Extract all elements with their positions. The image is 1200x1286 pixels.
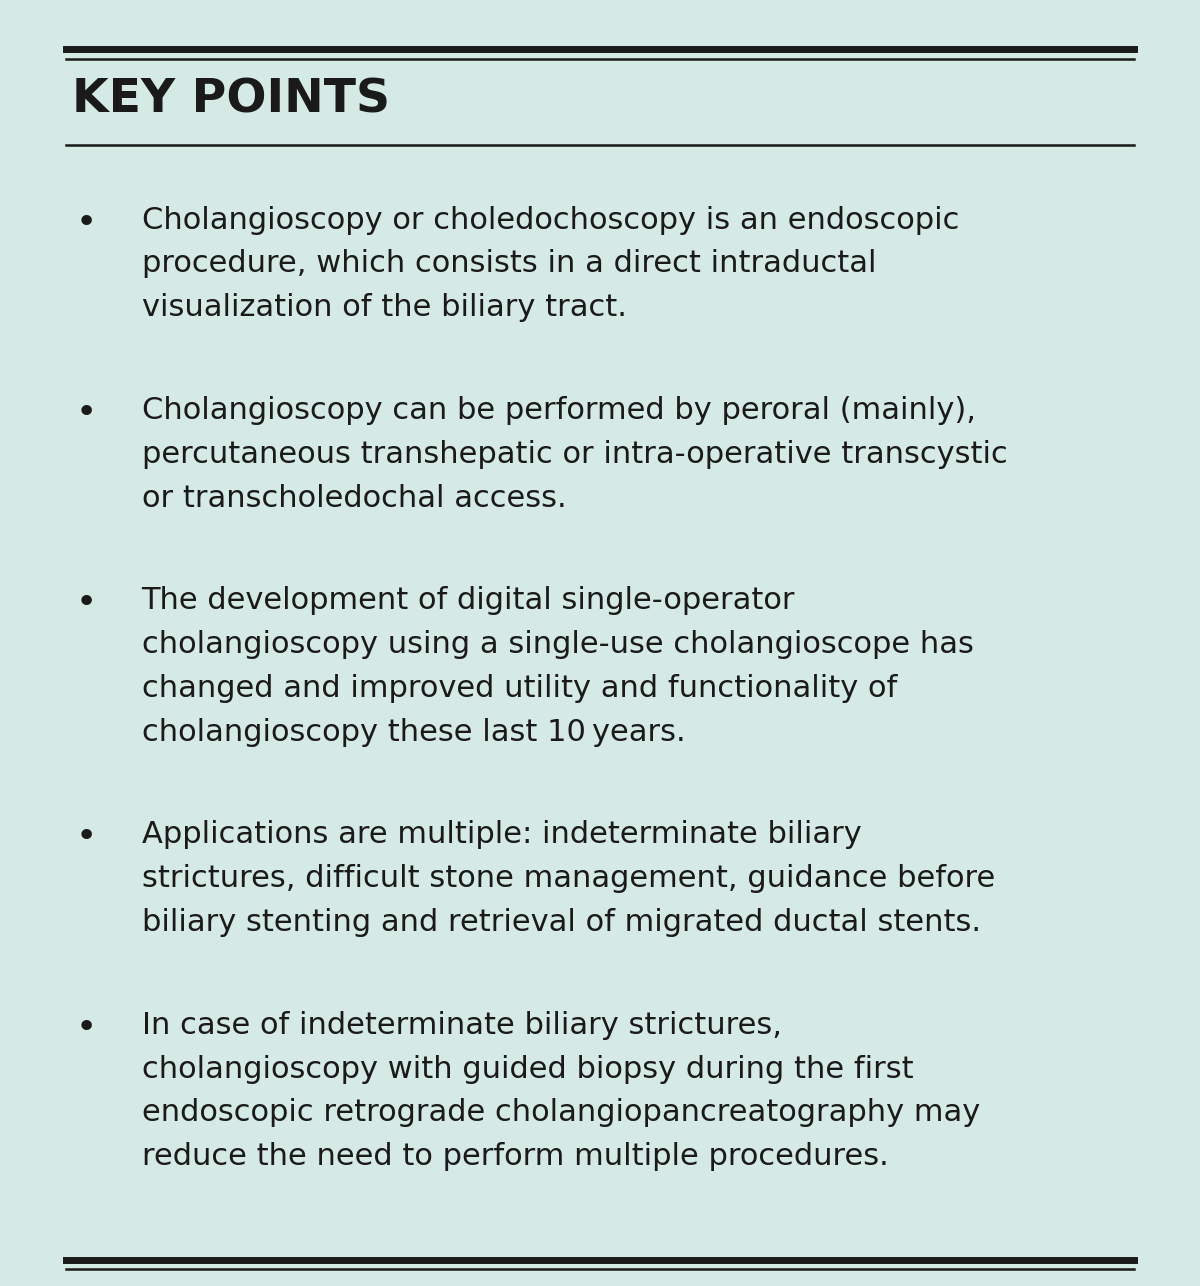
Text: •: •: [76, 586, 97, 620]
Text: cholangioscopy using a single-use cholangioscope has: cholangioscopy using a single-use cholan…: [142, 630, 973, 660]
Text: procedure, which consists in a direct intraductal: procedure, which consists in a direct in…: [142, 249, 876, 279]
Text: biliary stenting and retrieval of migrated ductal stents.: biliary stenting and retrieval of migrat…: [142, 908, 980, 937]
Text: changed and improved utility and functionality of: changed and improved utility and functio…: [142, 674, 896, 703]
Text: In case of indeterminate biliary strictures,: In case of indeterminate biliary strictu…: [142, 1011, 781, 1040]
Text: strictures, difficult stone management, guidance before: strictures, difficult stone management, …: [142, 864, 995, 894]
Text: endoscopic retrograde cholangiopancreatography may: endoscopic retrograde cholangiopancreato…: [142, 1098, 980, 1128]
Text: Cholangioscopy can be performed by peroral (mainly),: Cholangioscopy can be performed by peror…: [142, 396, 976, 426]
Text: The development of digital single-operator: The development of digital single-operat…: [142, 586, 796, 616]
Text: cholangioscopy these last 10 years.: cholangioscopy these last 10 years.: [142, 718, 685, 747]
Text: •: •: [76, 396, 97, 430]
Text: visualization of the biliary tract.: visualization of the biliary tract.: [142, 293, 626, 323]
Text: reduce the need to perform multiple procedures.: reduce the need to perform multiple proc…: [142, 1142, 888, 1172]
Text: Applications are multiple: indeterminate biliary: Applications are multiple: indeterminate…: [142, 820, 862, 850]
Text: Cholangioscopy or choledochoscopy is an endoscopic: Cholangioscopy or choledochoscopy is an …: [142, 206, 959, 235]
Text: •: •: [76, 820, 97, 854]
Text: KEY POINTS: KEY POINTS: [72, 77, 390, 122]
Text: •: •: [76, 206, 97, 239]
Text: percutaneous transhepatic or intra-operative transcystic: percutaneous transhepatic or intra-opera…: [142, 440, 1007, 469]
Text: •: •: [76, 1011, 97, 1044]
Text: cholangioscopy with guided biopsy during the first: cholangioscopy with guided biopsy during…: [142, 1055, 913, 1084]
Text: or transcholedochal access.: or transcholedochal access.: [142, 484, 566, 513]
